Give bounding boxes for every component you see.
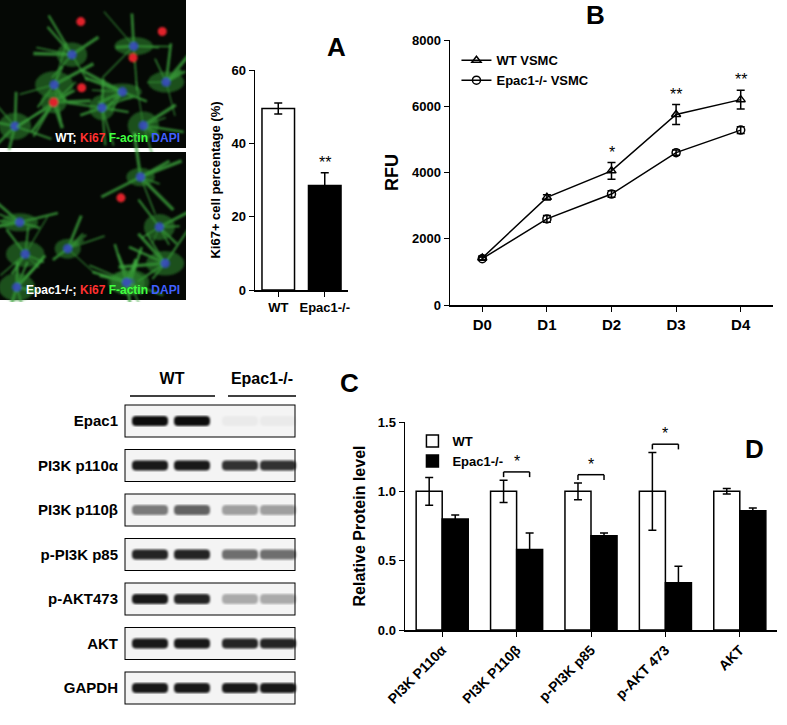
svg-text:**: ** [319, 154, 331, 171]
svg-text:p-AKT473: p-AKT473 [48, 590, 118, 607]
svg-text:AKT: AKT [715, 642, 747, 674]
svg-text:p-PI3K p85: p-PI3K p85 [40, 546, 118, 563]
svg-text:A: A [327, 32, 346, 62]
svg-text:*: * [588, 456, 594, 473]
svg-text:2000: 2000 [412, 231, 441, 246]
svg-text:1.5: 1.5 [378, 415, 396, 430]
svg-text:PI3K p110α: PI3K p110α [38, 457, 119, 474]
svg-text:Epac1: Epac1 [74, 412, 118, 429]
svg-text:WT: WT [452, 434, 472, 449]
svg-text:WT; Ki67 F-actin DAPI: WT; Ki67 F-actin DAPI [55, 131, 180, 145]
svg-text:WT: WT [268, 300, 288, 315]
svg-text:**: ** [735, 71, 747, 88]
svg-text:4000: 4000 [412, 165, 441, 180]
svg-text:1.0: 1.0 [378, 484, 396, 499]
svg-text:6000: 6000 [412, 99, 441, 114]
svg-text:B: B [586, 0, 605, 30]
svg-text:AKT: AKT [87, 635, 118, 652]
svg-text:D0: D0 [473, 316, 492, 333]
svg-text:**: ** [670, 86, 682, 103]
svg-text:*: * [609, 144, 615, 161]
svg-text:Relative Protein level: Relative Protein level [351, 446, 368, 607]
svg-text:D: D [745, 434, 764, 464]
svg-text:0: 0 [239, 283, 246, 298]
svg-text:60: 60 [231, 63, 245, 78]
svg-text:0: 0 [434, 298, 441, 313]
svg-text:PI3K P110β: PI3K P110β [459, 642, 524, 707]
svg-text:D2: D2 [602, 316, 621, 333]
svg-text:PI3K P110α: PI3K P110α [385, 642, 450, 707]
svg-text:RFU: RFU [382, 154, 402, 191]
svg-text:p-PI3K p85: p-PI3K p85 [536, 642, 599, 705]
svg-text:p-AKT 473: p-AKT 473 [612, 642, 672, 702]
svg-text:PI3K p110β: PI3K p110β [38, 501, 118, 518]
svg-text:40: 40 [231, 136, 245, 151]
svg-text:8000: 8000 [412, 33, 441, 48]
svg-text:0.0: 0.0 [378, 623, 396, 638]
svg-text:Epac1-/- VSMC: Epac1-/- VSMC [496, 73, 588, 88]
svg-text:Epac1-/-: Epac1-/- [452, 454, 503, 469]
svg-text:D3: D3 [667, 316, 686, 333]
svg-text:20: 20 [231, 209, 245, 224]
svg-text:GAPDH: GAPDH [64, 679, 118, 696]
svg-text:Ki67+ cell percentage (%): Ki67+ cell percentage (%) [208, 101, 223, 258]
svg-text:*: * [514, 453, 520, 470]
svg-text:D1: D1 [537, 316, 556, 333]
svg-text:Epac1-/-: Epac1-/- [231, 370, 293, 387]
svg-text:*: * [662, 425, 668, 442]
svg-text:WT VSMC: WT VSMC [496, 53, 558, 68]
html-text:C: C [340, 368, 359, 398]
svg-text:0.5: 0.5 [378, 553, 396, 568]
svg-text:Epac1-/-: Epac1-/- [299, 300, 350, 315]
svg-text:Epac1-/-; Ki67 F-actin DAPI: Epac1-/-; Ki67 F-actin DAPI [26, 283, 180, 297]
svg-text:D4: D4 [731, 316, 751, 333]
svg-text:WT: WT [160, 370, 185, 387]
